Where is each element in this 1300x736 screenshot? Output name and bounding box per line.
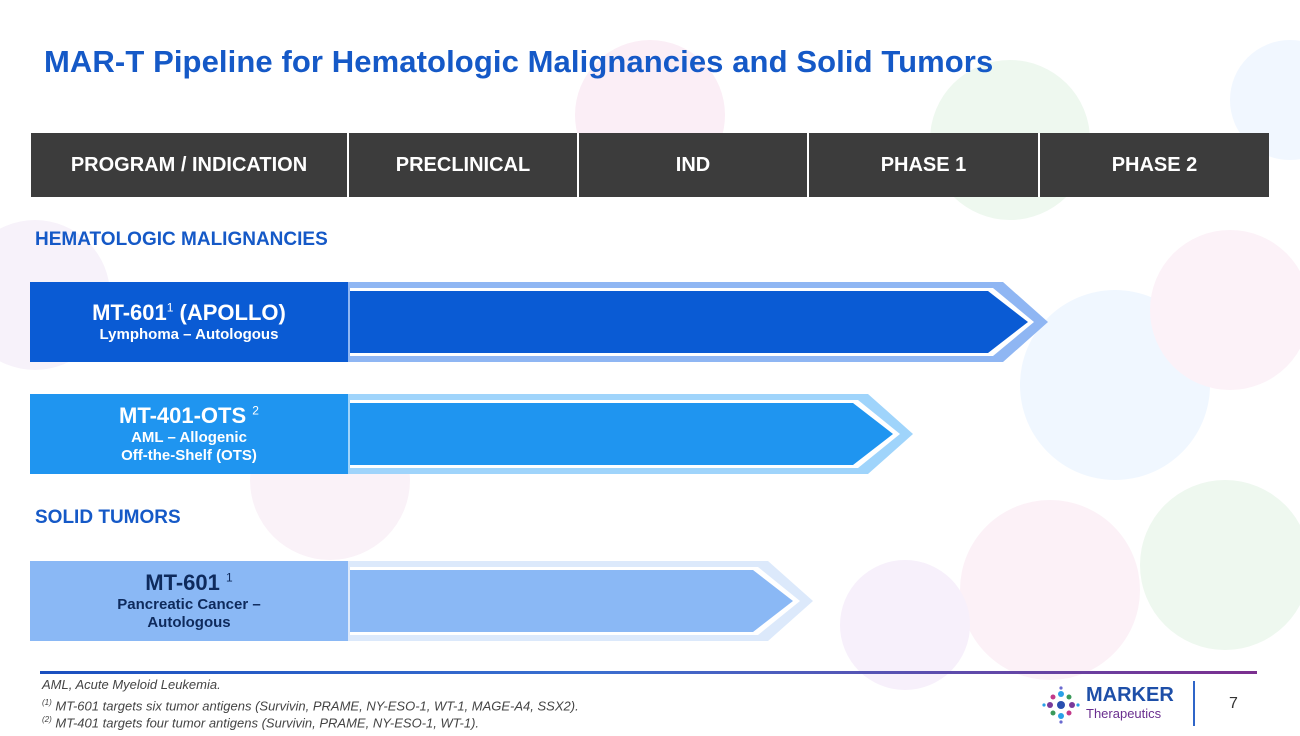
marker-logo: MARKER Therapeutics [1042, 684, 1187, 726]
program-row-mt401-ots: MT-401-OTS 2 AML – Allogenic Off-the-She… [30, 394, 348, 474]
footnote-abbreviation: AML, Acute Myeloid Leukemia. [42, 677, 221, 692]
program-name: MT-601 1 [145, 569, 233, 595]
section-hematologic: HEMATOLOGIC MALIGNANCIES [35, 229, 328, 250]
header-ind: IND [579, 133, 809, 197]
program-name: MT-6011 (APOLLO) [92, 299, 286, 325]
logo-name: MARKER [1086, 684, 1174, 706]
header-phase-1: PHASE 1 [809, 133, 1040, 197]
program-row-mt601-pancreatic: MT-601 1 Pancreatic Cancer – Autologous [30, 561, 348, 641]
progress-arrow-mt601-apollo [348, 282, 1048, 362]
footer-divider [40, 671, 1257, 674]
background-circle [1140, 480, 1300, 650]
program-indication-line2: Off-the-Shelf (OTS) [121, 447, 257, 465]
logo-divider [1193, 681, 1195, 726]
program-indication: AML – Allogenic [131, 429, 247, 447]
background-circle [960, 500, 1140, 680]
footnote-2: (2) MT-401 targets four tumor antigens (… [42, 715, 480, 731]
background-circle [1150, 230, 1300, 390]
program-indication-line2: Autologous [147, 614, 231, 632]
section-solid-tumors: SOLID TUMORS [35, 507, 181, 528]
progress-arrow-mt601-pancreatic [348, 561, 813, 641]
header-preclinical: PRECLINICAL [349, 133, 579, 197]
program-indication: Lymphoma – Autologous [99, 326, 279, 344]
program-name: MT-401-OTS 2 [119, 402, 259, 428]
marker-logo-icon [1042, 686, 1080, 724]
header-program: PROGRAM / INDICATION [31, 133, 349, 197]
logo-subtitle: Therapeutics [1086, 706, 1162, 721]
program-indication: Pancreatic Cancer – [117, 596, 261, 614]
progress-arrow-mt401-ots [348, 394, 913, 474]
slide-title: MAR-T Pipeline for Hematologic Malignanc… [44, 44, 994, 79]
pipeline-header: PROGRAM / INDICATION PRECLINICAL IND PHA… [31, 133, 1269, 197]
program-row-mt601-apollo: MT-6011 (APOLLO) Lymphoma – Autologous [30, 282, 348, 362]
page-number: 7 [1229, 695, 1238, 712]
footnote-1: (1) MT-601 targets six tumor antigens (S… [42, 698, 579, 714]
header-phase-2: PHASE 2 [1040, 133, 1269, 197]
